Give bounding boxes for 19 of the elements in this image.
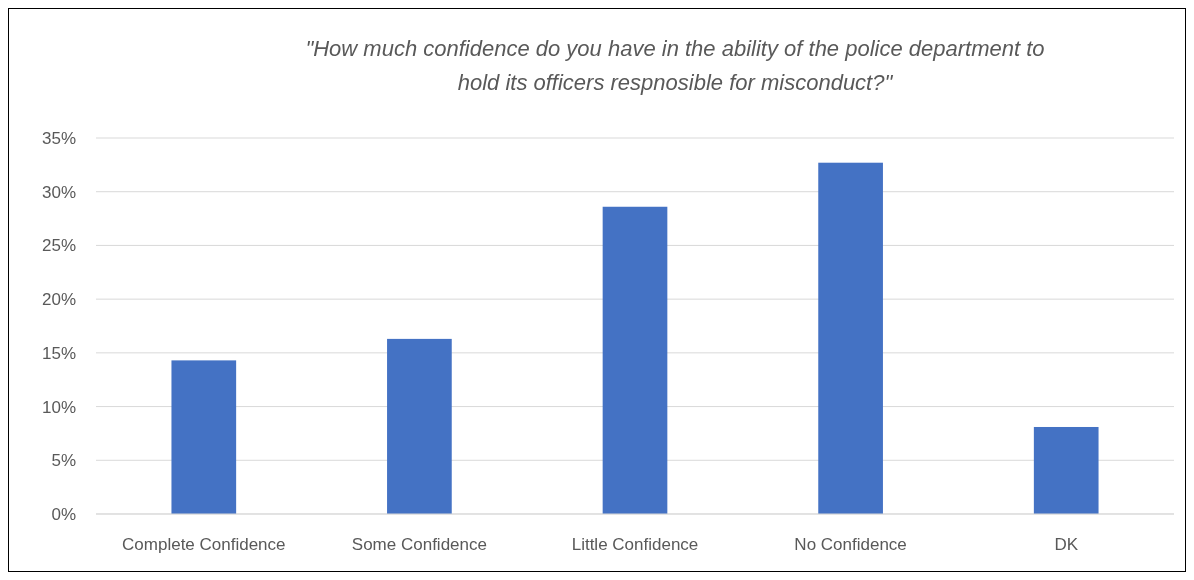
y-tick-label: 35%: [41, 128, 76, 148]
x-tick-label: Some Confidence: [351, 535, 487, 554]
bar: [387, 338, 452, 514]
bar: [171, 360, 237, 514]
x-tick-label: Complete Confidence: [122, 535, 286, 554]
y-tick-label: 15%: [41, 343, 76, 363]
bar: [818, 162, 883, 514]
y-tick-label: 30%: [41, 182, 76, 202]
y-tick-label: 5%: [51, 451, 76, 471]
x-tick-label: Little Confidence: [571, 535, 699, 554]
y-tick-label: 20%: [41, 290, 76, 310]
y-tick-label: 0%: [51, 504, 76, 524]
x-tick-label: DK: [1054, 535, 1079, 554]
x-tick-label: No Confidence: [794, 535, 907, 554]
chart-title: "How much confidence do you have in the ability of the police department to hold its officers respnosible for misconduct?": [305, 36, 1045, 95]
y-tick-label: 25%: [41, 236, 76, 256]
y-tick-label: 10%: [41, 397, 76, 417]
bar: [1033, 426, 1099, 514]
bar: [602, 206, 668, 514]
